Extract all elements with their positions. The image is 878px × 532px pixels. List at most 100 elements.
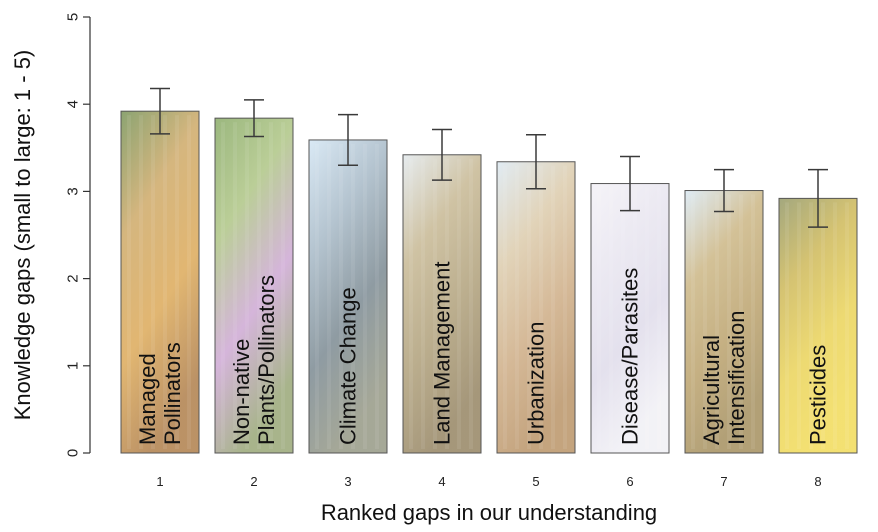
bar-texture [375,143,379,449]
bar-texture [315,143,319,449]
bar-texture [785,202,789,449]
y-tick-label: 0 [64,449,81,457]
x-tick-label: 3 [344,474,351,489]
bar-label-1-line-1: Managed [135,353,160,445]
x-axis-title: Ranked gaps in our understanding [321,500,657,525]
x-tick-label: 7 [720,474,727,489]
bar-fill [591,183,669,453]
bar-texture [139,115,143,450]
bar-label-8-line-1: Pesticides [806,345,831,445]
bar-8 [778,197,858,454]
error-bar-7 [714,168,734,213]
bar-texture [151,115,155,450]
bar-texture [539,165,543,449]
bar-4 [402,154,482,454]
bar-1 [120,110,200,454]
bar-texture [233,122,237,449]
error-bar-3 [338,113,358,166]
bar-texture [221,122,225,449]
bar-7 [684,190,764,454]
error-bar-2 [244,99,264,138]
y-tick-label: 2 [64,274,81,282]
bar-fill [403,154,481,453]
bar-texture [527,165,531,449]
y-axis-title: Knowledge gaps (small to large: 1 - 5) [10,50,35,421]
bar-texture [433,158,437,449]
bar-texture [245,122,249,449]
y-tick-label: 3 [64,187,81,195]
bar-texture [821,202,825,449]
bar-texture [845,202,849,449]
bar-texture [691,194,695,449]
bar-texture [621,187,625,449]
bar-texture [445,158,449,449]
bar-texture [187,115,191,450]
bar-texture [281,122,285,449]
error-bar-5 [526,133,546,190]
x-tick-label: 6 [626,474,633,489]
error-bar-6 [620,155,640,212]
error-bar-1 [150,87,170,135]
bar-texture [457,158,461,449]
bar-label-7-line-2: Intensification [724,310,749,445]
bar-5 [496,161,576,454]
bar-texture [703,194,707,449]
x-tick-label: 5 [532,474,539,489]
bar-texture [351,143,355,449]
bar-fill [215,118,293,453]
bar-texture [269,122,273,449]
x-tick-label: 2 [250,474,257,489]
bar-texture [469,158,473,449]
bar-label-2-line-2: Plants/Pollinators [254,275,279,445]
bar-label-1-line-2: Pollinators [160,342,185,445]
bar-texture [163,115,167,450]
bar-texture [503,165,507,449]
bar-6 [590,183,670,454]
bar-texture [127,115,131,450]
bar-texture [563,165,567,449]
x-tick-label: 4 [438,474,445,489]
bar-texture [409,158,413,449]
error-bar-4 [432,128,452,181]
bar-texture [327,143,331,449]
bar-3 [308,139,388,454]
bar-texture [597,187,601,449]
bar-texture [809,202,813,449]
bar-texture [739,194,743,449]
bar-texture [175,115,179,450]
y-tick-label: 4 [64,100,81,108]
bar-label-2-line-1: Non-native [229,339,254,445]
bar-texture [609,187,613,449]
error-bar-8 [808,168,828,228]
bar-fill [309,139,387,453]
x-tick-label: 1 [156,474,163,489]
bar-label-3-line-1: Climate Change [336,287,361,445]
y-tick-label: 1 [64,362,81,370]
bar-fill [685,190,763,453]
bar-texture [797,202,801,449]
bar-texture [751,194,755,449]
bar-texture [257,122,261,449]
bar-texture [727,194,731,449]
x-tick-label: 8 [814,474,821,489]
bar-texture [515,165,519,449]
bar-texture [657,187,661,449]
bar-texture [551,165,555,449]
bar-fill [497,161,575,453]
bar-texture [363,143,367,449]
y-tick-label: 5 [64,13,81,21]
bar-texture [421,158,425,449]
bar-label-4-line-1: Land Management [430,262,455,445]
bar-texture [715,194,719,449]
bar-fill [121,111,199,454]
bar-texture [339,143,343,449]
bar-texture [633,187,637,449]
bar-texture [645,187,649,449]
bar-2 [214,117,294,454]
bar-label-5-line-1: Urbanization [524,321,549,445]
bar-fill [779,198,857,453]
bar-label-6-line-1: Disease/Parasites [618,268,643,445]
bar-texture [833,202,837,449]
